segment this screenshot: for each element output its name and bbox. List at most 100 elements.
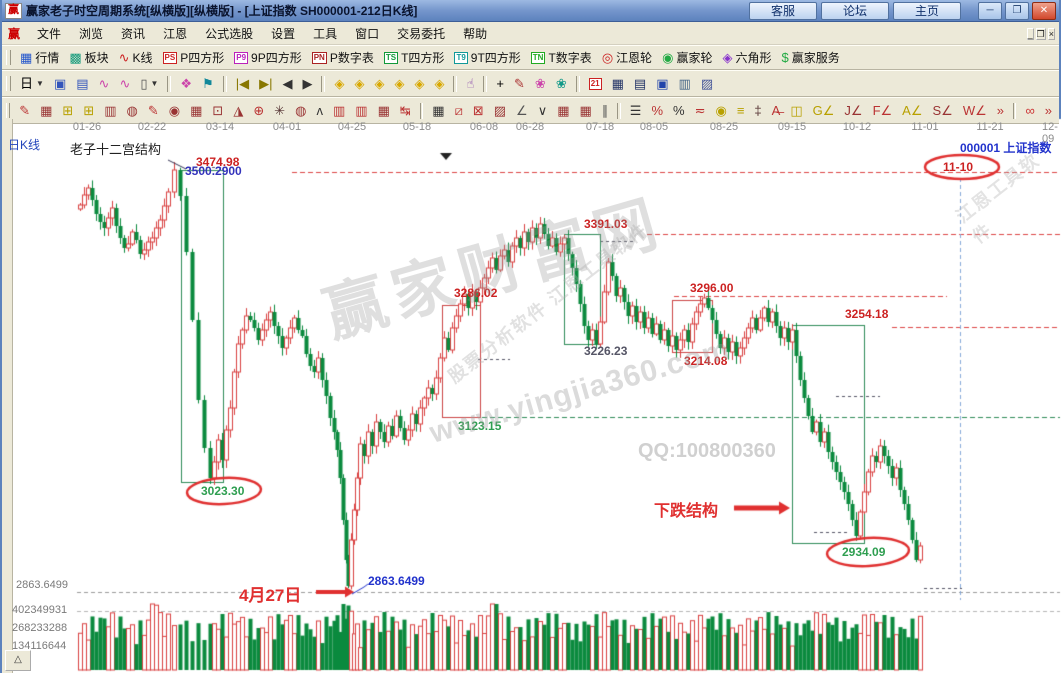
gann-box-icon[interactable]: ▦ bbox=[427, 102, 449, 120]
prev-bar-icon[interactable]: ◀ bbox=[277, 75, 297, 93]
flower-tool-icon[interactable]: ❀ bbox=[530, 75, 551, 93]
save-icon[interactable]: ▣ bbox=[651, 75, 673, 93]
fib-list-icon[interactable]: ☰ bbox=[625, 102, 647, 120]
pencil-tool-icon-2[interactable]: ✎ bbox=[143, 102, 164, 120]
red-grid-icon-1[interactable]: ▥ bbox=[328, 102, 350, 120]
p-number-table-icon[interactable]: PN P数字表 bbox=[307, 47, 379, 68]
mdi-minimize-button[interactable]: _ bbox=[1026, 28, 1034, 40]
menu-item-浏览[interactable]: 浏览 bbox=[79, 26, 104, 41]
ab-wave-icon[interactable]: A̶ bbox=[767, 102, 786, 120]
ninet-square-icon[interactable]: T9 9T四方形 bbox=[449, 47, 525, 68]
menu-item-工具[interactable]: 工具 bbox=[313, 26, 338, 41]
curve-tool-icon[interactable]: ∞ bbox=[1020, 102, 1039, 120]
overflow-chevron[interactable]: » bbox=[1040, 102, 1057, 120]
star-burst-icon[interactable]: ✳ bbox=[269, 102, 290, 120]
gann-wheel-icon[interactable]: ◎ 江恩轮 bbox=[597, 47, 657, 68]
mdi-close-button[interactable]: × bbox=[1047, 28, 1055, 40]
t-square-icon[interactable]: TS T四方形 bbox=[379, 47, 450, 68]
zigzag-icon[interactable]: ʌ bbox=[311, 102, 328, 120]
grid-tool-icon-4[interactable]: ▦ bbox=[575, 102, 597, 120]
circle-grid-icon-1[interactable]: ⊞ bbox=[57, 102, 78, 120]
mdi-restore-button[interactable]: ❐ bbox=[1035, 28, 1046, 40]
volume-price-icon[interactable]: ‡ bbox=[749, 102, 766, 120]
menu-item-文件[interactable]: 文件 bbox=[37, 26, 62, 41]
titlebar-button-3[interactable]: 主页 bbox=[893, 1, 961, 20]
kline-icon[interactable]: ∿ K线 bbox=[114, 47, 158, 68]
percent-level-icon[interactable]: ≂ bbox=[690, 102, 711, 120]
export-icon[interactable]: ▥ bbox=[674, 75, 696, 93]
dense-grid-icon[interactable]: ▦ bbox=[373, 102, 395, 120]
grid-tool-icon-2[interactable]: ▦ bbox=[185, 102, 207, 120]
crosshair-icon[interactable]: + bbox=[491, 75, 509, 93]
last-bar-icon[interactable]: ▶| bbox=[254, 75, 277, 93]
restore-button[interactable]: ❐ bbox=[1005, 1, 1029, 20]
diamond-contract-icon[interactable]: ◈ bbox=[409, 75, 429, 93]
calendar-icon[interactable]: 21 bbox=[584, 76, 607, 92]
period-day-selector[interactable]: 日 ▼ bbox=[15, 75, 49, 93]
gann-target-icon[interactable]: ⊕ bbox=[248, 102, 269, 120]
draw-pen-icon[interactable]: ✎ bbox=[509, 75, 530, 93]
menu-item-公式选股[interactable]: 公式选股 bbox=[205, 26, 254, 41]
first-bar-icon[interactable]: |◀ bbox=[231, 75, 254, 93]
grid-tool-icon-1[interactable]: ▦ bbox=[35, 102, 57, 120]
calculator-icon[interactable]: ▦ bbox=[607, 75, 629, 93]
ninep-square-icon[interactable]: P9 9P四方形 bbox=[229, 47, 306, 68]
export2-icon[interactable]: ▨ bbox=[696, 75, 718, 93]
menu-item-交易委托[interactable]: 交易委托 bbox=[397, 26, 446, 41]
window-layout-icon[interactable]: ▣ bbox=[49, 75, 71, 93]
menu-item-窗口[interactable]: 窗口 bbox=[355, 26, 380, 41]
color-chart-icon[interactable]: ⚑ bbox=[197, 75, 219, 93]
hand-drag-icon[interactable]: ☝ bbox=[461, 75, 479, 93]
winner-wheel-icon[interactable]: ◉ 赢家轮 bbox=[657, 47, 717, 68]
a-angle-icon[interactable]: A∠ bbox=[897, 102, 927, 120]
span-arrows-icon[interactable]: ↹ bbox=[395, 102, 416, 120]
percent-line-icon[interactable]: % bbox=[646, 102, 668, 120]
diamond-all-icon[interactable]: ◈ bbox=[429, 75, 449, 93]
quotes-grid-icon[interactable]: ▦ 行情 bbox=[15, 47, 64, 68]
period-day-selector-dropdown-arrow[interactable]: ▼ bbox=[36, 79, 44, 88]
menu-item-江恩[interactable]: 江恩 bbox=[163, 26, 188, 41]
j-angle-icon[interactable]: J∠ bbox=[839, 102, 867, 120]
win-angle-icon[interactable]: W∠ bbox=[958, 102, 992, 120]
wave-circle-icon[interactable]: ◉ bbox=[164, 102, 185, 120]
f-angle-icon[interactable]: F∠ bbox=[868, 102, 898, 120]
info-doc-icon[interactable]: ▤ bbox=[71, 75, 93, 93]
s-angle-icon[interactable]: S∠ bbox=[928, 102, 958, 120]
percent-icon[interactable]: % bbox=[668, 102, 690, 120]
pattern-icon[interactable]: ❖ bbox=[175, 75, 197, 93]
next-bar-icon[interactable]: ▶ bbox=[297, 75, 317, 93]
parallel-lines-icon[interactable]: ∥ bbox=[597, 102, 614, 120]
x-box-icon[interactable]: ⊠ bbox=[468, 102, 489, 120]
expand-panel-button[interactable]: △ bbox=[5, 650, 31, 671]
grid-tool-icon-3[interactable]: ▦ bbox=[552, 102, 574, 120]
spiral-icon-1[interactable]: ◍ bbox=[122, 102, 143, 120]
titlebar-button-1[interactable]: 客服 bbox=[749, 1, 817, 20]
list-doc-icon[interactable]: ▤ bbox=[629, 75, 651, 93]
golden-level-icon[interactable]: ≡ bbox=[732, 102, 750, 120]
knot-tool-icon[interactable]: ❀ bbox=[551, 75, 572, 93]
red-grid-icon-2[interactable]: ▥ bbox=[350, 102, 372, 120]
bar-style-selector-dropdown-arrow[interactable]: ▼ bbox=[150, 79, 159, 88]
square-spiral-icon[interactable]: ◍ bbox=[290, 102, 311, 120]
minimize-button[interactable]: ─ bbox=[978, 1, 1002, 20]
price-grid-icon[interactable]: ▥ bbox=[99, 102, 121, 120]
hexagon-icon[interactable]: ◈ 六角形 bbox=[718, 47, 777, 68]
diamond-expand-icon[interactable]: ◈ bbox=[389, 75, 409, 93]
bar-style-selector[interactable]: ▯ ▼ bbox=[135, 75, 163, 93]
circle-grid-icon-2[interactable]: ⊞ bbox=[78, 102, 99, 120]
diamond-left-icon[interactable]: ◈ bbox=[329, 75, 349, 93]
zigzag-line-icon[interactable]: ∨ bbox=[533, 102, 553, 120]
close-button[interactable]: ✕ bbox=[1032, 1, 1056, 20]
t-number-table-icon[interactable]: TN T数字表 bbox=[526, 47, 597, 68]
golden-box-icon[interactable]: ◫ bbox=[785, 102, 807, 120]
chart-style-icon-2[interactable]: ∿ bbox=[114, 75, 135, 93]
gold-angle-icon[interactable]: G∠ bbox=[808, 102, 840, 120]
diamond-right-icon[interactable]: ◈ bbox=[349, 75, 369, 93]
p-square-icon[interactable]: PS P四方形 bbox=[158, 47, 230, 68]
n2-grid-icon[interactable]: ⊡ bbox=[207, 102, 228, 120]
more-tools-chevron[interactable]: » bbox=[992, 102, 1009, 120]
angle-lines-icon[interactable]: ∠ bbox=[511, 102, 533, 120]
hatch-box-icon[interactable]: ▨ bbox=[489, 102, 511, 120]
flag-angle-icon[interactable]: ◮ bbox=[228, 102, 248, 120]
chart-style-icon-1[interactable]: ∿ bbox=[94, 75, 115, 93]
